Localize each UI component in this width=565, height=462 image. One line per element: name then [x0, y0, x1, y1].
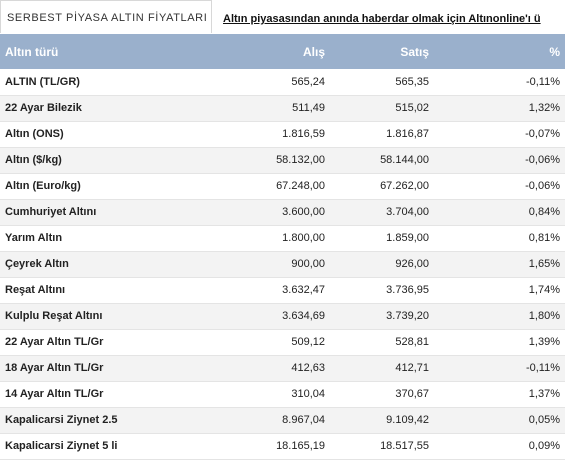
cell-sell: 67.262,00 [330, 173, 434, 200]
cell-sell: 3.704,00 [330, 199, 434, 226]
cell-name: Kapalicarsi Ziynet 2.5 [0, 407, 170, 434]
cell-sell: 3.736,95 [330, 277, 434, 304]
cell-name: 14 Ayar Altın TL/Gr [0, 381, 170, 408]
ticker-link[interactable]: Altın piyasasından anında haberdar olmak… [223, 13, 541, 25]
table-row[interactable]: Altın (Euro/kg) 67.248,00 67.262,00 -0,06% [0, 173, 565, 200]
table-row[interactable]: Altın (ONS) 1.816,59 1.816,87 -0,07% [0, 121, 565, 148]
cell-buy: 1.800,00 [170, 225, 330, 252]
cell-name: Altın (Euro/kg) [0, 173, 170, 200]
cell-buy: 565,24 [170, 69, 330, 96]
cell-name: Kapalicarsi Ziynet 5 li [0, 433, 170, 460]
table-row[interactable]: Reşat Altını 3.632,47 3.736,95 1,74% [0, 277, 565, 304]
cell-change: 0,09% [434, 433, 565, 460]
table-row[interactable]: Kapalicarsi Ziynet 5 li 18.165,19 18.517,5… [0, 433, 565, 460]
cell-change: -0,07% [434, 121, 565, 148]
cell-sell: 528,81 [330, 329, 434, 356]
cell-buy: 310,04 [170, 381, 330, 408]
cell-sell: 412,71 [330, 355, 434, 382]
cell-change: 0,81% [434, 225, 565, 252]
cell-buy: 3.632,47 [170, 277, 330, 304]
cell-sell: 370,67 [330, 381, 434, 408]
table-row[interactable]: ALTIN (TL/GR) 565,24 565,35 -0,11% [0, 69, 565, 96]
cell-buy: 900,00 [170, 251, 330, 278]
top-bar: SERBEST PİYASA ALTIN FİYATLARI Altın piy… [0, 0, 565, 34]
cell-buy: 1.816,59 [170, 121, 330, 148]
cell-change: -0,11% [434, 355, 565, 382]
cell-sell: 9.109,42 [330, 407, 434, 434]
cell-buy: 3.634,69 [170, 303, 330, 330]
table-row[interactable]: Yarım Altın 1.800,00 1.859,00 0,81% [0, 225, 565, 252]
table-row[interactable]: Kapalicarsi Ziynet 2.5 8.967,04 9.109,42 0,… [0, 407, 565, 434]
news-ticker: Altın piyasasından anında haberdar olmak… [223, 0, 565, 34]
table-row[interactable]: Altın ($/kg) 58.132,00 58.144,00 -0,06% [0, 147, 565, 174]
cell-change: 0,05% [434, 407, 565, 434]
cell-change: -0,11% [434, 69, 565, 96]
tab-label: SERBEST PİYASA ALTIN FİYATLARI [7, 12, 208, 24]
tab-serbest-piyasa[interactable]: SERBEST PİYASA ALTIN FİYATLARI [0, 0, 212, 33]
cell-name: Altın ($/kg) [0, 147, 170, 174]
cell-buy: 8.967,04 [170, 407, 330, 434]
cell-name: Kulplu Reşat Altını [0, 303, 170, 330]
cell-change: -0,06% [434, 173, 565, 200]
table-header-row: Altın türü Alış Satış % [0, 34, 565, 69]
cell-buy: 3.600,00 [170, 199, 330, 226]
cell-buy: 509,12 [170, 329, 330, 356]
cell-change: 1,39% [434, 329, 565, 356]
cell-change: 0,84% [434, 199, 565, 226]
cell-buy: 511,49 [170, 95, 330, 122]
cell-buy: 58.132,00 [170, 147, 330, 174]
cell-sell: 1.859,00 [330, 225, 434, 252]
cell-change: 1,37% [434, 381, 565, 408]
column-header-name[interactable]: Altın türü [0, 34, 170, 69]
cell-change: 1,80% [434, 303, 565, 330]
cell-sell: 515,02 [330, 95, 434, 122]
column-header-sell[interactable]: Satış [330, 34, 434, 69]
cell-name: 22 Ayar Altın TL/Gr [0, 329, 170, 356]
cell-sell: 926,00 [330, 251, 434, 278]
table-body: ALTIN (TL/GR) 565,24 565,35 -0,11% 22 Ayar B… [0, 69, 565, 460]
cell-sell: 1.816,87 [330, 121, 434, 148]
cell-name: Altın (ONS) [0, 121, 170, 148]
column-header-change[interactable]: % [434, 34, 565, 69]
table-row[interactable]: 14 Ayar Altın TL/Gr 310,04 370,67 1,37% [0, 381, 565, 408]
cell-name: Reşat Altını [0, 277, 170, 304]
table-row[interactable]: 18 Ayar Altın TL/Gr 412,63 412,71 -0,11% [0, 355, 565, 382]
table-row[interactable]: Kulplu Reşat Altını 3.634,69 3.739,20 1,80% [0, 303, 565, 330]
cell-name: ALTIN (TL/GR) [0, 69, 170, 96]
table-row[interactable]: 22 Ayar Altın TL/Gr 509,12 528,81 1,39% [0, 329, 565, 356]
table-row[interactable]: Cumhuriyet Altını 3.600,00 3.704,00 0,84% [0, 199, 565, 226]
cell-name: 22 Ayar Bilezik [0, 95, 170, 122]
cell-change: 1,32% [434, 95, 565, 122]
gold-price-table: Altın türü Alış Satış % ALTIN (TL/GR) 565… [0, 34, 565, 460]
column-header-buy[interactable]: Alış [170, 34, 330, 69]
cell-sell: 58.144,00 [330, 147, 434, 174]
cell-buy: 18.165,19 [170, 433, 330, 460]
table-row[interactable]: 22 Ayar Bilezik 511,49 515,02 1,32% [0, 95, 565, 122]
cell-name: Cumhuriyet Altını [0, 199, 170, 226]
cell-sell: 3.739,20 [330, 303, 434, 330]
cell-buy: 67.248,00 [170, 173, 330, 200]
cell-name: Yarım Altın [0, 225, 170, 252]
cell-name: Çeyrek Altın [0, 251, 170, 278]
cell-sell: 565,35 [330, 69, 434, 96]
cell-change: 1,65% [434, 251, 565, 278]
cell-change: 1,74% [434, 277, 565, 304]
cell-name: 18 Ayar Altın TL/Gr [0, 355, 170, 382]
cell-change: -0,06% [434, 147, 565, 174]
table-row[interactable]: Çeyrek Altın 900,00 926,00 1,65% [0, 251, 565, 278]
cell-sell: 18.517,55 [330, 433, 434, 460]
cell-buy: 412,63 [170, 355, 330, 382]
